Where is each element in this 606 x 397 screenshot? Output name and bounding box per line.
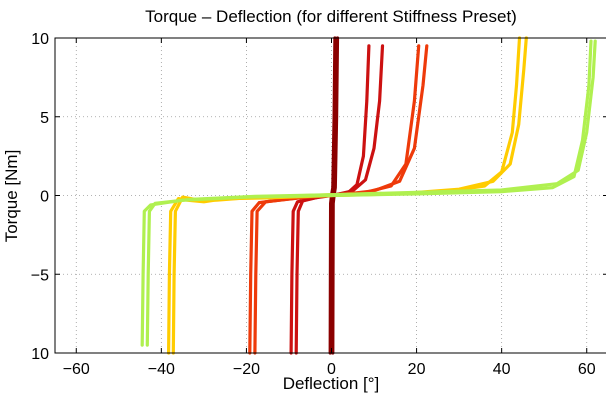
x-tick-label: 60 (578, 361, 596, 378)
x-axis-label: Deflection [°] (283, 374, 380, 393)
x-tick-labels: −60 −40 −20 0 20 40 60 (63, 361, 596, 378)
x-tick-label: −40 (148, 361, 175, 378)
x-tick-label: −60 (63, 361, 90, 378)
y-tick-label: 10 (31, 346, 49, 363)
series-5-curve-2 (145, 39, 597, 347)
y-tick-label: −5 (31, 267, 49, 284)
y-tick-label: 5 (40, 110, 49, 127)
plot-series (140, 36, 597, 355)
x-tick-label: 40 (493, 361, 511, 378)
x-tick-label: 0 (327, 361, 336, 378)
y-axis-label: Torque [Nm] (2, 150, 21, 243)
axis-ticks (55, 37, 606, 354)
series-2-curve-2 (294, 44, 385, 355)
y-tick-labels: 10 −5 0 5 10 (31, 31, 49, 363)
x-tick-label: 20 (408, 361, 426, 378)
y-tick-label: 10 (31, 31, 49, 48)
x-tick-label: −20 (233, 361, 260, 378)
series-3-curve-2 (253, 44, 429, 355)
y-tick-label: 0 (40, 189, 49, 206)
chart-title: Torque – Deflection (for different Stiff… (145, 7, 517, 26)
